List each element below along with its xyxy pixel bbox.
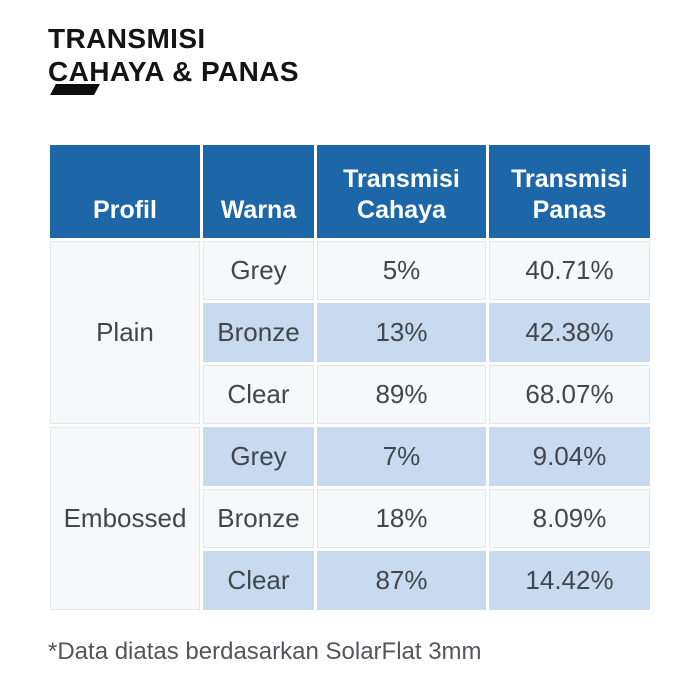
header-warna: Warna bbox=[203, 145, 314, 238]
cell-transmisi-panas: 42.38% bbox=[489, 303, 650, 362]
cell-transmisi-cahaya: 5% bbox=[317, 241, 486, 300]
cell-transmisi-cahaya: 89% bbox=[317, 365, 486, 424]
table-row: Bronze 18% 8.09% bbox=[50, 489, 650, 548]
table-row: Plain Grey 5% 40.71% bbox=[50, 241, 650, 424]
header-transmisi-cahaya: Transmisi Cahaya bbox=[317, 145, 486, 238]
cell-profil-plain: Plain bbox=[50, 241, 200, 424]
cell-warna: Grey bbox=[203, 427, 314, 486]
table-row: Clear 89% 68.07% bbox=[50, 365, 650, 424]
cell-transmisi-panas: 68.07% bbox=[489, 365, 650, 424]
cell-transmisi-panas: 40.71% bbox=[489, 241, 650, 300]
header-profil-label: Profil bbox=[93, 196, 157, 224]
cell-warna: Bronze bbox=[203, 489, 314, 548]
header-transmisi-cahaya-line2: Cahaya bbox=[357, 196, 446, 224]
header-transmisi-panas-line2: Panas bbox=[532, 196, 607, 224]
table-row: Embossed Grey 7% 9.04% bbox=[50, 427, 650, 610]
header-warna-label: Warna bbox=[220, 196, 297, 224]
page-title: TRANSMISI CAHAYA & PANAS bbox=[48, 22, 299, 88]
cell-warna: Clear bbox=[203, 551, 314, 610]
footnote: *Data diatas berdasarkan SolarFlat 3mm bbox=[48, 638, 482, 665]
cell-transmisi-cahaya: 87% bbox=[317, 551, 486, 610]
header-transmisi-cahaya-line1: Transmisi bbox=[343, 165, 460, 193]
table-row: Bronze 13% 42.38% bbox=[50, 303, 650, 362]
transmission-table: Profil Warna Transmisi Cahaya Transmisi … bbox=[47, 142, 653, 613]
cell-transmisi-cahaya: 7% bbox=[317, 427, 486, 486]
cell-warna: Grey bbox=[203, 241, 314, 300]
cell-warna: Bronze bbox=[203, 303, 314, 362]
table-header-row: Profil Warna Transmisi Cahaya Transmisi … bbox=[50, 145, 650, 238]
cell-transmisi-cahaya: 13% bbox=[317, 303, 486, 362]
table-row: Clear 87% 14.42% bbox=[50, 551, 650, 610]
cell-profil-embossed: Embossed bbox=[50, 427, 200, 610]
page-title-line2: CAHAYA & PANAS bbox=[48, 55, 299, 87]
header-transmisi-panas-line1: Transmisi bbox=[511, 165, 628, 193]
cell-warna: Clear bbox=[203, 365, 314, 424]
cell-transmisi-cahaya: 18% bbox=[317, 489, 486, 548]
cell-transmisi-panas: 9.04% bbox=[489, 427, 650, 486]
header-transmisi-panas: Transmisi Panas bbox=[489, 145, 650, 238]
title-underline-bar bbox=[50, 84, 100, 95]
header-profil: Profil bbox=[50, 145, 200, 238]
cell-transmisi-panas: 8.09% bbox=[489, 489, 650, 548]
cell-transmisi-panas: 14.42% bbox=[489, 551, 650, 610]
page-title-line1: TRANSMISI bbox=[48, 22, 206, 54]
